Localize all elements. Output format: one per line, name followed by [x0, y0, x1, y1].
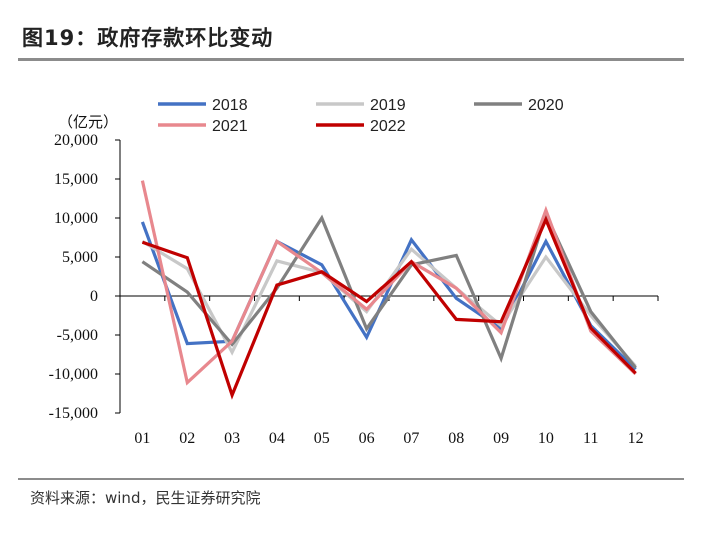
figure-title: 图19：政府存款环比变动 — [22, 26, 274, 50]
series-lines — [140, 180, 637, 400]
legend-label: 2022 — [370, 118, 406, 135]
x-tick-label: 05 — [314, 430, 330, 447]
legend-item-2020: 2020 — [474, 97, 564, 114]
legend-label: 2020 — [528, 97, 564, 114]
legend-label: 2019 — [370, 97, 406, 114]
x-tick-label: 06 — [359, 430, 375, 447]
y-tick-label: -10,000 — [49, 366, 98, 383]
x-tick-label: 10 — [538, 430, 554, 447]
line-chart: 2018 2019 2020 2021 2022 （亿元） 20,000 15,000 10… — [49, 97, 659, 447]
y-tick-label: 20,000 — [54, 132, 98, 149]
x-tick-label: 02 — [179, 430, 195, 447]
y-axis-unit-label: （亿元） — [58, 113, 118, 131]
x-tick-label: 09 — [493, 430, 509, 447]
legend: 2018 2019 2020 2021 2022 — [158, 97, 564, 135]
y-axis: 20,000 15,000 10,000 5,000 0 -5,000 -10,000 -15… — [49, 132, 121, 422]
legend-item-2022: 2022 — [316, 118, 406, 135]
legend-item-2018: 2018 — [158, 97, 248, 114]
y-tick-label: -5,000 — [57, 327, 98, 344]
title-divider — [18, 58, 684, 61]
x-tick-label: 01 — [134, 430, 150, 447]
footer-divider — [18, 478, 684, 480]
legend-label: 2021 — [212, 118, 248, 135]
x-tick-label: 07 — [403, 430, 419, 447]
series-line-2021 — [140, 180, 637, 386]
x-tick-label: 03 — [224, 430, 240, 447]
y-tick-label: 0 — [90, 288, 98, 305]
legend-label: 2018 — [212, 97, 248, 114]
x-axis: 01 02 03 04 05 06 07 08 09 10 11 12 — [119, 295, 659, 447]
y-tick-label: 15,000 — [54, 171, 98, 188]
x-tick-label: 08 — [448, 430, 464, 447]
x-tick-label: 11 — [583, 430, 598, 447]
series-line-2022 — [141, 215, 637, 400]
x-tick-label: 12 — [628, 430, 644, 447]
legend-item-2021: 2021 — [158, 118, 248, 135]
y-tick-label: 5,000 — [62, 249, 98, 266]
y-tick-label: 10,000 — [54, 210, 98, 227]
source-note: 资料来源：wind，民生证券研究院 — [30, 489, 261, 507]
legend-item-2019: 2019 — [316, 97, 406, 114]
y-tick-label: -15,000 — [49, 405, 98, 422]
x-tick-label: 04 — [269, 430, 285, 447]
